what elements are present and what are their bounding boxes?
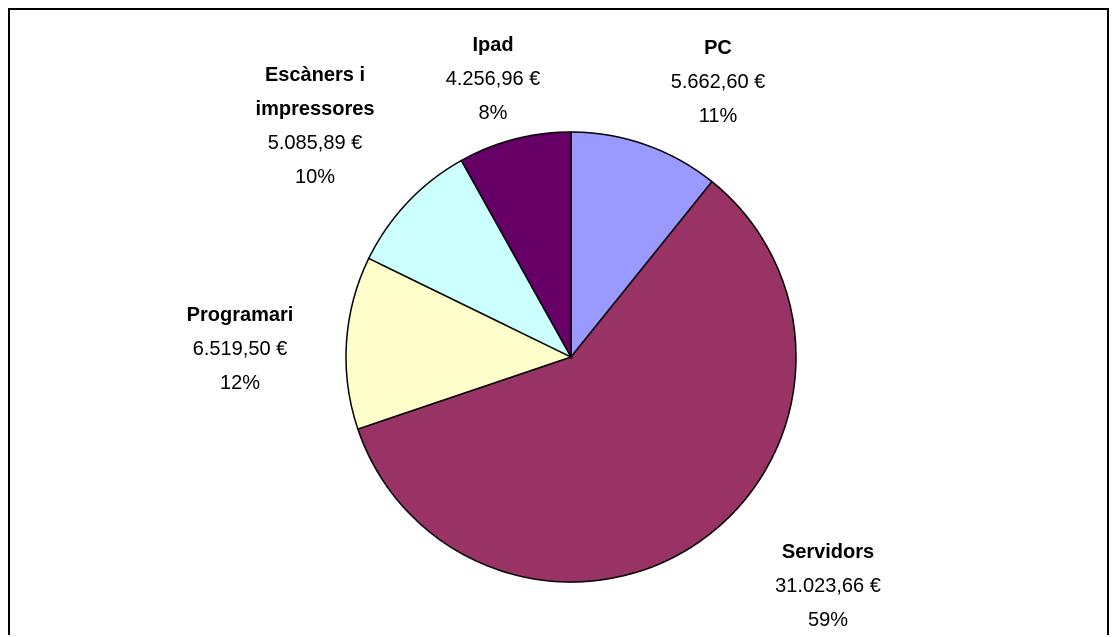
data-label: PC 5.662,60 € 11% <box>618 31 818 133</box>
pie-slice <box>570 131 714 360</box>
data-label: Programari 6.519,50 € 12% <box>140 298 340 400</box>
category-label: Servidors <box>781 541 875 563</box>
percentage-label: 59% <box>807 609 849 631</box>
pie-slice <box>345 257 573 430</box>
data-label: Escàners i impressores 5.085,89 € 10% <box>230 58 400 194</box>
value-label: 4.256,96 € <box>445 68 541 90</box>
category-label: Escàners i impressores <box>255 64 375 120</box>
pie-slice <box>460 131 572 360</box>
value-label: 31.023,66 € <box>775 575 881 597</box>
value-label: 5.662,60 € <box>670 71 766 93</box>
data-label: Servidors 31.023,66 € 59% <box>728 535 928 637</box>
value-label: 6.519,50 € <box>192 338 288 360</box>
data-label: Ipad 4.256,96 € 8% <box>393 28 593 130</box>
percentage-label: 8% <box>478 102 508 124</box>
pie-slice <box>367 159 573 359</box>
pie-slice <box>356 180 797 583</box>
category-label: PC <box>704 37 732 59</box>
percentage-label: 12% <box>219 372 261 394</box>
category-label: Ipad <box>472 34 514 56</box>
value-label: 5.085,89 € <box>267 132 363 154</box>
percentage-label: 10% <box>294 166 336 188</box>
category-label: Programari <box>186 304 294 326</box>
frame <box>8 8 1109 635</box>
percentage-label: 11% <box>698 105 738 127</box>
